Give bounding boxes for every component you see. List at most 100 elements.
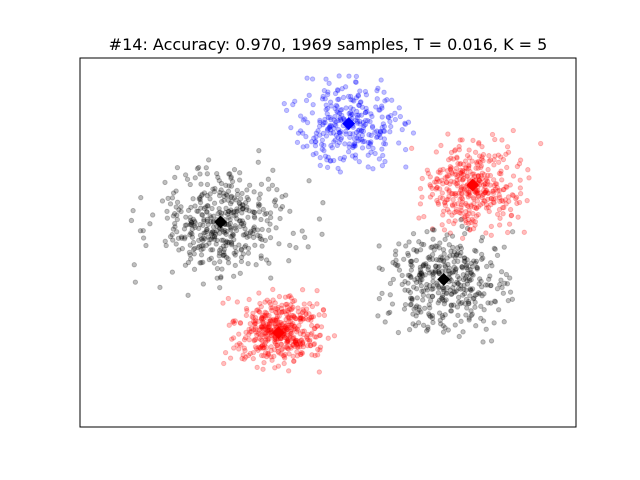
data-point-cluster-2: [515, 214, 521, 220]
data-point-cluster-3: [277, 215, 283, 222]
data-point-cluster-4: [415, 309, 421, 316]
data-point-cluster-2: [503, 183, 509, 190]
data-point-cluster-4: [420, 262, 427, 269]
data-point-cluster-3: [214, 237, 220, 244]
data-point-cluster-3: [239, 202, 246, 208]
data-point-cluster-3: [210, 229, 216, 235]
data-point-cluster-5: [272, 336, 278, 342]
data-point-cluster-4: [425, 293, 432, 299]
data-point-cluster-1: [331, 117, 337, 123]
data-point-cluster-2: [477, 177, 483, 184]
data-point-cluster-5: [276, 309, 282, 315]
data-point-cluster-4: [413, 279, 420, 285]
data-point-cluster-4: [456, 333, 462, 340]
data-point-cluster-1: [370, 145, 376, 151]
data-point-cluster-3: [203, 228, 210, 235]
data-point-cluster-5: [266, 320, 273, 327]
data-point-cluster-5: [242, 347, 248, 354]
data-point-cluster-3: [169, 195, 176, 201]
data-point-cluster-4: [472, 299, 478, 305]
data-point-cluster-1: [322, 96, 328, 102]
data-point-cluster-4: [441, 288, 447, 295]
data-point-cluster-4: [497, 281, 503, 288]
data-point-cluster-4: [458, 217, 464, 223]
data-point-cluster-2: [467, 227, 473, 233]
data-point-cluster-2: [447, 166, 454, 172]
data-point-cluster-3: [245, 245, 252, 251]
data-point-cluster-1: [345, 149, 352, 155]
data-point-cluster-1: [377, 134, 384, 141]
data-point-cluster-3: [226, 214, 232, 220]
data-point-cluster-2: [488, 201, 494, 208]
data-point-cluster-3: [200, 259, 206, 265]
data-point-cluster-4: [501, 319, 507, 325]
data-point-cluster-2: [513, 196, 519, 202]
data-point-cluster-2: [473, 205, 480, 212]
data-point-cluster-2: [526, 175, 532, 181]
data-point-cluster-3: [220, 237, 226, 243]
data-point-cluster-3: [184, 176, 191, 182]
data-point-cluster-4: [417, 264, 423, 270]
data-point-cluster-2: [464, 152, 471, 159]
data-point-cluster-3: [231, 166, 238, 173]
data-point-cluster-3: [206, 157, 212, 163]
data-point-cluster-3: [250, 209, 256, 215]
data-point-cluster-4: [479, 284, 485, 290]
data-point-cluster-3: [199, 212, 205, 218]
data-point-cluster-3: [218, 275, 224, 281]
data-point-cluster-2: [464, 202, 470, 208]
data-point-cluster-3: [229, 199, 235, 205]
data-point-cluster-4: [461, 255, 467, 261]
data-point-cluster-1: [354, 108, 360, 115]
data-point-cluster-4: [417, 279, 423, 285]
data-point-cluster-2: [451, 179, 457, 185]
data-point-cluster-3: [217, 285, 223, 291]
data-point-cluster-4: [426, 270, 433, 276]
data-point-cluster-3: [252, 242, 258, 248]
data-point-cluster-5: [279, 302, 285, 308]
data-point-cluster-3: [170, 190, 177, 196]
data-point-cluster-5: [279, 309, 285, 315]
data-point-cluster-1: [320, 122, 326, 128]
data-point-cluster-5: [263, 333, 269, 339]
data-point-cluster-5: [282, 334, 288, 341]
data-point-cluster-2: [486, 208, 492, 215]
data-point-cluster-1: [310, 102, 316, 108]
data-point-cluster-1: [309, 110, 316, 116]
data-point-cluster-4: [458, 245, 465, 252]
data-point-cluster-2: [458, 195, 465, 201]
data-point-cluster-4: [408, 274, 414, 281]
data-point-cluster-2: [435, 169, 441, 175]
data-point-cluster-5: [236, 340, 243, 347]
data-point-cluster-3: [188, 204, 194, 211]
data-point-cluster-4: [475, 290, 482, 296]
data-point-cluster-2: [501, 186, 507, 193]
data-point-cluster-4: [414, 303, 420, 309]
data-point-cluster-4: [395, 262, 401, 268]
data-point-cluster-4: [488, 260, 494, 266]
data-point-cluster-1: [338, 136, 344, 143]
data-point-cluster-1: [387, 118, 393, 125]
data-point-cluster-5: [281, 323, 288, 330]
data-point-cluster-3: [262, 211, 268, 217]
data-point-cluster-3: [208, 219, 214, 225]
data-point-cluster-4: [434, 280, 440, 286]
data-point-cluster-2: [502, 197, 509, 203]
data-point-cluster-2: [457, 137, 463, 143]
data-point-cluster-3: [242, 231, 248, 238]
data-point-cluster-2: [427, 182, 433, 188]
data-point-cluster-1: [312, 143, 319, 149]
data-point-cluster-2: [460, 183, 466, 189]
data-point-cluster-5: [303, 315, 309, 322]
data-point-cluster-3: [195, 164, 202, 171]
data-point-cluster-5: [278, 341, 285, 348]
data-point-cluster-4: [458, 282, 464, 289]
data-point-cluster-3: [238, 247, 244, 253]
data-point-cluster-4: [392, 252, 399, 258]
data-point-cluster-1: [327, 99, 334, 105]
data-point-cluster-2: [489, 131, 496, 138]
data-point-cluster-2: [451, 201, 458, 207]
data-point-cluster-3: [220, 229, 227, 235]
data-point-cluster-3: [163, 242, 169, 249]
data-point-cluster-2: [509, 192, 516, 198]
